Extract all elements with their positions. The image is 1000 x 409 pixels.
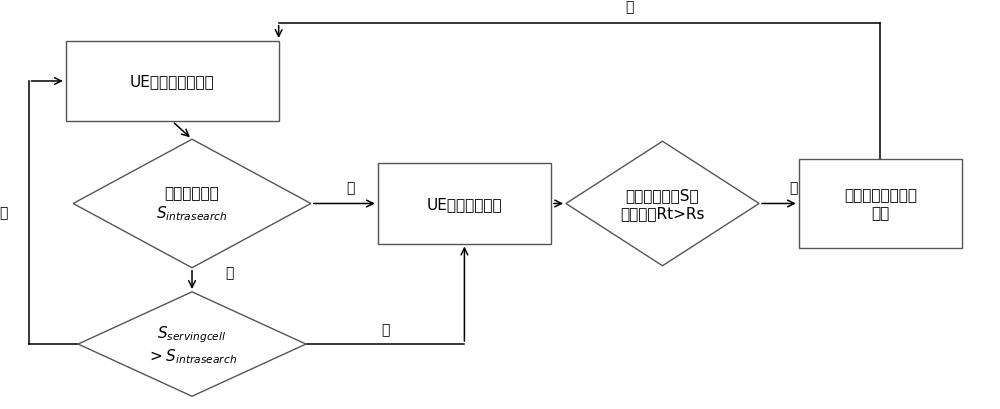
Text: 是: 是: [790, 181, 798, 195]
Bar: [799, 160, 962, 248]
Text: 系统消息广播
$S_{intrasearch}$: 系统消息广播 $S_{intrasearch}$: [156, 186, 228, 222]
Text: $S_{servingcell}$
$>S_{intrasearch}$: $S_{servingcell}$ $>S_{intrasearch}$: [147, 323, 237, 365]
Polygon shape: [566, 142, 759, 266]
Text: 是: 是: [225, 265, 234, 279]
Text: 超时后重选到目标
小区: 超时后重选到目标 小区: [844, 188, 917, 220]
Text: 目标小区满足S准
则，并且Rt>Rs: 目标小区满足S准 则，并且Rt>Rs: [620, 188, 705, 220]
Text: UE进行小区测量: UE进行小区测量: [427, 196, 502, 211]
Polygon shape: [73, 140, 311, 268]
Text: 否: 否: [381, 322, 389, 336]
Text: 否: 否: [625, 1, 633, 15]
Text: UE驻留在服务小区: UE驻留在服务小区: [130, 74, 215, 89]
Text: 是: 是: [0, 206, 8, 220]
Polygon shape: [78, 292, 306, 396]
Text: 否: 否: [346, 181, 355, 195]
Bar: [378, 164, 551, 244]
Bar: [66, 42, 279, 122]
